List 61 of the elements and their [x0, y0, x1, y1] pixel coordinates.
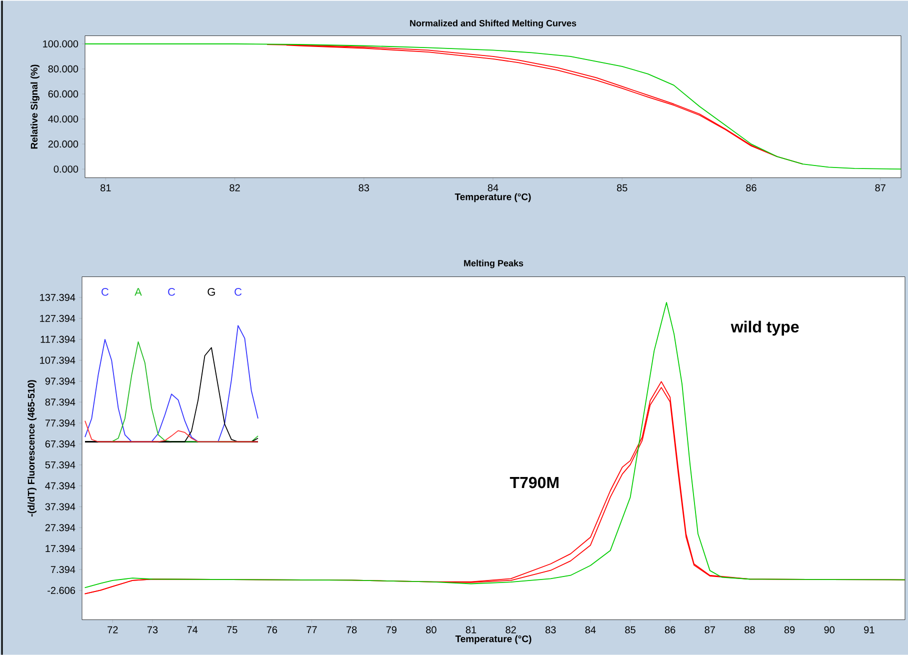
y-tick-label: 67.394 — [45, 440, 76, 448]
x-tick-label: 74 — [187, 626, 198, 633]
x-tick-label: 88 — [744, 626, 755, 634]
x-tick-label: 84 — [488, 184, 498, 192]
x-tick-label: 79 — [386, 626, 396, 634]
annotation: C — [102, 288, 109, 296]
y-tick-label: 0.000 — [54, 165, 78, 172]
x-tick-label: 75 — [227, 626, 238, 634]
x-tick-label: 76 — [266, 626, 278, 634]
y-tick-label: -2.606 — [48, 586, 76, 594]
x-tick-label: 90 — [824, 626, 835, 634]
annotation: C — [168, 288, 176, 296]
y-tick-label: 137.394 — [40, 294, 76, 301]
x-tick-label: 85 — [616, 184, 628, 192]
x-tick-label: 72 — [108, 626, 118, 634]
x-axis-title: Temperature (°C) — [454, 192, 531, 202]
chart-title: Melting Peaks — [464, 260, 524, 268]
annotation: C — [234, 288, 242, 296]
y-tick-label: 97.394 — [45, 377, 76, 384]
y-tick-label: 20.000 — [48, 140, 78, 148]
x-tick-label: 83 — [546, 626, 556, 634]
x-tick-label: 81 — [100, 184, 111, 192]
x-tick-label: 83 — [358, 184, 370, 192]
x-tick-label: 82 — [506, 626, 516, 634]
y-tick-label: 87.394 — [45, 398, 76, 406]
x-tick-label: 87 — [875, 184, 886, 192]
x-axis-title: Temperature (°C) — [455, 634, 532, 644]
x-tick-label: 87 — [704, 626, 715, 634]
y-tick-label: 40.000 — [48, 115, 78, 122]
annotation: T790M — [510, 476, 558, 488]
x-tick-label: 82 — [230, 184, 240, 192]
chart-title: Normalized and Shifted Melting Curves — [410, 20, 576, 28]
y-tick-label: 47.394 — [45, 482, 76, 490]
y-tick-label: 107.394 — [40, 356, 76, 364]
y-tick-label: 80.000 — [48, 65, 78, 72]
x-tick-label: 77 — [306, 626, 317, 633]
x-tick-label: 86 — [746, 184, 756, 192]
y-tick-label: 100.000 — [43, 40, 78, 48]
x-tick-label: 80 — [426, 626, 436, 634]
y-tick-label: 60.000 — [48, 90, 78, 98]
x-tick-label: 84 — [585, 626, 596, 634]
y-tick-label: 77.394 — [45, 419, 76, 426]
x-tick-label: 85 — [625, 626, 636, 634]
y-tick-label: 57.394 — [45, 461, 76, 468]
y-axis-title: -(d/dT) Fluorescence (465-510) — [28, 380, 36, 516]
annotation: G — [208, 288, 215, 296]
x-tick-label: 86 — [664, 626, 676, 634]
annotation: wild type — [730, 320, 799, 336]
x-tick-label: 73 — [147, 626, 158, 634]
y-tick-label: 127.394 — [40, 314, 76, 322]
x-tick-label: 81 — [466, 626, 476, 634]
x-tick-label: 91 — [864, 626, 874, 634]
x-tick-label: 78 — [346, 626, 357, 634]
y-tick-label: 37.394 — [45, 502, 76, 510]
y-tick-label: 7.394 — [50, 566, 76, 573]
x-tick-label: 89 — [784, 626, 795, 634]
y-tick-label: 117.394 — [40, 336, 76, 343]
annotation: A — [134, 288, 142, 296]
y-axis-title: Relative Signal (%) — [30, 64, 40, 148]
y-tick-label: 27.394 — [45, 524, 76, 531]
y-tick-label: 17.394 — [46, 544, 76, 552]
